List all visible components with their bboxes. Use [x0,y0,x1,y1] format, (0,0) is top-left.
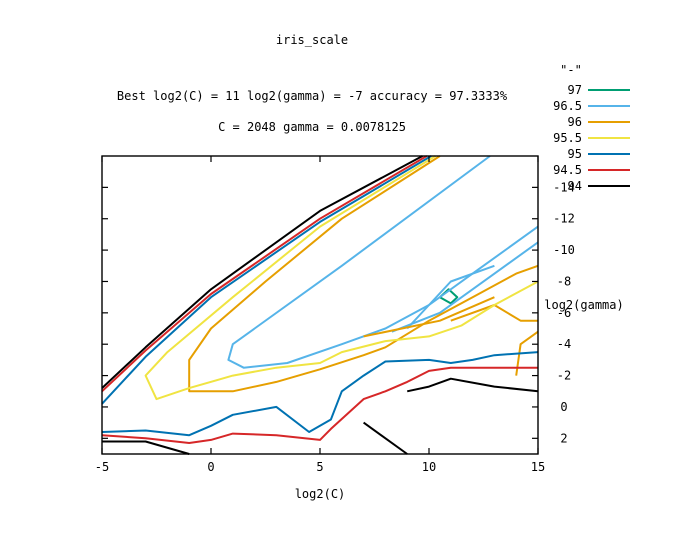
y-tick-label: -10 [553,243,575,257]
legend-label-96_5: 96.5 [553,99,582,113]
chart-subtitle-1: Best log2(C) = 11 log2(gamma) = -7 accur… [117,89,508,103]
x-tick-label: 5 [316,460,323,474]
contour-94-line-3 [406,377,539,393]
legend-label-95_5: 95.5 [553,131,582,145]
x-axis-label: log2(C) [295,487,346,501]
y-tick-label: -8 [557,274,571,288]
y-tick-label: -12 [553,212,575,226]
legend-label-96: 96 [568,115,582,129]
chart-title: iris_scale [276,33,348,47]
y-tick-label: -6 [557,306,571,320]
y-tick-label: -4 [557,337,571,351]
x-tick-label: -5 [95,460,109,474]
contour-96_5-line-2 [406,264,495,330]
y-tick-label: -14 [553,180,575,194]
plot-frame [101,155,539,455]
contour-94-line-0 [101,155,423,389]
x-tick-label: 0 [207,460,214,474]
y-tick-label: 2 [560,431,567,445]
x-tick-label: 10 [422,460,436,474]
x-tick-label: 15 [531,460,545,474]
contour-94-line-1 [102,440,190,455]
contour-94-line-2 [363,421,408,455]
contour-94_5-line-1 [101,366,538,444]
contour-95-line-0 [101,155,432,405]
legend-label-94_5: 94.5 [553,163,582,177]
y-tick-label: -2 [557,369,571,383]
chart-subtitle-2: C = 2048 gamma = 0.0078125 [218,120,406,134]
contour-96_5-line-0 [227,155,539,369]
y-tick-label: 0 [560,400,567,414]
legend-label-97: 97 [568,83,582,97]
contour-96-line-0 [188,155,539,393]
contour-lines [101,155,539,455]
contour-96-line-2 [450,304,538,322]
contour-96-line-3 [515,330,539,376]
legend-label-95: 95 [568,147,582,161]
contour-96-line-1 [363,296,495,338]
contour-96_5-line-1 [391,241,539,333]
contour-94_5-line-0 [101,155,428,393]
contour-95_5-line-0 [144,155,539,401]
legend-header: "-" [560,63,582,77]
legend-label-94: 94 [568,179,582,193]
y-axis-ticks: 2 0 -2 -4 -6 -8 -10 -12 -14 [102,180,575,445]
legend: 97 96.5 96 95.5 95 94.5 94 [553,83,630,193]
y-axis-label: log2(gamma) [544,298,623,312]
contour-95-line-1 [101,351,539,437]
x-axis-ticks: -5 0 5 10 15 [95,156,545,474]
